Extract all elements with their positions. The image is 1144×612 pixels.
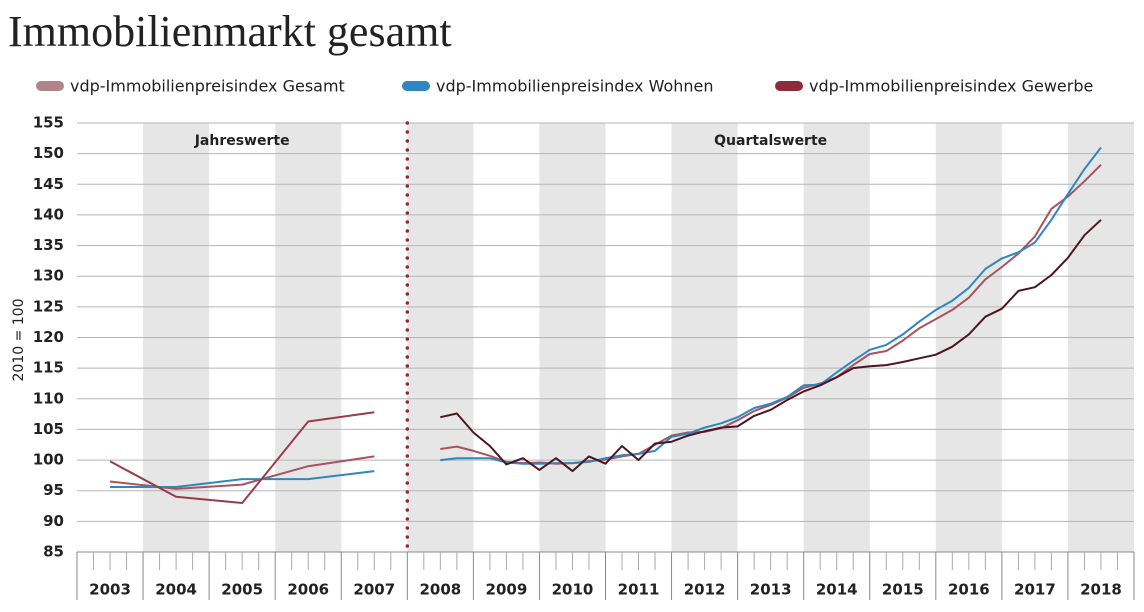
x-tick-label: 2015 (882, 581, 924, 599)
x-tick-label: 2010 (552, 581, 594, 599)
x-tick-label: 2011 (618, 581, 660, 599)
y-tick-label: 150 (33, 144, 64, 162)
x-tick-label: 2017 (1014, 581, 1056, 599)
x-tick-label: 2016 (948, 581, 990, 599)
legend-swatch (775, 81, 803, 91)
annotation: Jahreswerte (194, 133, 290, 149)
legend-label: vdp-Immobilienpreisindex Gesamt (70, 77, 345, 96)
x-tick-label: 2018 (1080, 581, 1122, 599)
x-tick-label: 2014 (816, 581, 858, 599)
y-tick-label: 145 (33, 175, 64, 193)
series-line (440, 219, 1102, 473)
legend-swatch (36, 81, 64, 91)
x-tick-label: 2007 (353, 581, 395, 599)
y-axis-label: 2010 = 100 (11, 299, 27, 382)
x-tick-label: 2009 (486, 581, 528, 599)
y-tick-label: 110 (33, 389, 64, 407)
y-tick-label: 120 (33, 328, 64, 346)
x-tick-label: 2006 (287, 581, 329, 599)
series-line (440, 163, 1102, 465)
x-tick-label: 2003 (89, 581, 131, 599)
annotation: Quartalswerte (714, 133, 827, 149)
y-tick-label: 125 (33, 297, 64, 315)
y-tick-label: 100 (33, 451, 64, 469)
legend-label: vdp-Immobilienpreisindex Wohnen (436, 77, 714, 96)
y-tick-label: 90 (43, 512, 64, 530)
y-tick-label: 95 (43, 481, 64, 499)
x-tick-label: 2008 (419, 581, 461, 599)
y-tick-label: 135 (33, 236, 64, 254)
y-tick-label: 85 (43, 543, 64, 561)
chart-title: Immobilienmarkt gesamt (8, 7, 452, 56)
y-tick-label: 140 (33, 205, 64, 223)
legend-label: vdp-Immobilienpreisindex Gewerbe (809, 77, 1093, 96)
x-tick-label: 2013 (750, 581, 792, 599)
y-tick-label: 105 (33, 420, 64, 438)
series-line (110, 470, 375, 488)
x-tick-label: 2012 (684, 581, 726, 599)
legend-swatch (402, 81, 430, 91)
x-tick-label: 2004 (155, 581, 197, 599)
series-line (109, 411, 375, 504)
y-tick-label: 130 (33, 267, 64, 285)
y-tick-label: 155 (33, 114, 64, 132)
series-line (440, 146, 1102, 465)
y-tick-label: 115 (33, 359, 64, 377)
x-tick-label: 2005 (221, 581, 263, 599)
